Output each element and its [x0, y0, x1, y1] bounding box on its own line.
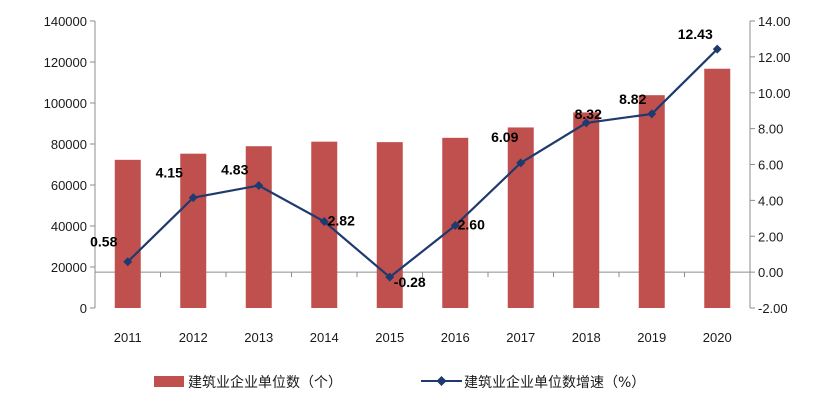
bar — [704, 68, 731, 308]
data-label: 0.58 — [90, 234, 117, 250]
bar — [573, 112, 600, 309]
line-point — [319, 217, 329, 227]
data-labels: 0.58 4.15 4.83 2.82 -0.28 2.60 6.09 8.32 8.82 12.… — [90, 26, 713, 290]
y-right-tick-label: 6.00 — [758, 158, 783, 173]
axes: 0 20000 40000 60000 80000 100000 120000 140000 -… — [44, 14, 791, 345]
y-left-tick-label: 140000 — [44, 14, 87, 29]
line-point — [188, 193, 198, 203]
y-right-tick-label: 2.00 — [758, 229, 783, 244]
legend-bar-swatch — [154, 376, 184, 387]
x-tick-label: 2013 — [244, 330, 273, 345]
line-point — [516, 158, 526, 168]
x-tick-label: 2014 — [310, 330, 339, 345]
y-left-tick-label: 0 — [80, 301, 87, 316]
x-tick-label: 2017 — [506, 330, 535, 345]
bar — [180, 153, 207, 308]
data-label: 2.82 — [328, 213, 355, 229]
series-line — [126, 48, 719, 279]
data-label: 2.60 — [458, 216, 485, 232]
bar — [245, 146, 272, 308]
x-tick-label: 2011 — [114, 330, 142, 345]
y-right-tick-label: 0.00 — [758, 265, 783, 280]
legend-bar-label: 建筑业企业单位数（个） — [188, 374, 342, 391]
line-point — [581, 118, 591, 128]
y-left-tick-label: 100000 — [44, 96, 87, 111]
line-point — [123, 257, 133, 267]
line-point — [647, 109, 657, 119]
line-point — [450, 220, 460, 230]
y-right-tick-label: 10.00 — [758, 86, 791, 101]
data-label: -0.28 — [394, 274, 426, 290]
line-point — [712, 44, 722, 54]
y-left-tick-label: 40000 — [51, 219, 87, 234]
legend: 建筑业企业单位数（个） 建筑业企业单位数增速（%） — [154, 374, 645, 391]
y-left-tick-label: 120000 — [44, 55, 87, 70]
data-label: 12.43 — [678, 26, 713, 42]
bar — [114, 159, 141, 308]
y-left-tick-label: 80000 — [51, 137, 87, 152]
legend-line-label: 建筑业企业单位数增速（%） — [464, 374, 645, 391]
bar — [507, 127, 534, 308]
x-tick-label: 2018 — [572, 330, 601, 345]
data-label: 4.83 — [221, 161, 248, 177]
y-left-tick-label: 60000 — [51, 178, 87, 193]
x-tick-label: 2016 — [441, 330, 470, 345]
y-right-tick-label: 14.00 — [758, 14, 791, 29]
legend-line-marker — [436, 376, 447, 386]
x-tick-label: 2019 — [637, 330, 666, 345]
x-tick-label: 2020 — [703, 330, 732, 345]
line-point — [385, 272, 395, 282]
line-series — [123, 44, 722, 282]
x-tick-label: 2015 — [375, 330, 404, 345]
data-label: 4.15 — [156, 165, 183, 181]
y-right-tick-label: 4.00 — [758, 193, 783, 208]
data-label: 8.82 — [619, 91, 646, 107]
y-right-tick-label: 8.00 — [758, 122, 783, 137]
data-label: 8.32 — [575, 106, 602, 122]
y-left-tick-label: 20000 — [51, 260, 87, 275]
bar — [638, 95, 665, 308]
y-right-tick-label: 12.00 — [758, 50, 791, 65]
y-right-tick-label: -2.00 — [758, 301, 788, 316]
line-point — [254, 180, 264, 190]
x-tick-label: 2012 — [179, 330, 208, 345]
data-label: 6.09 — [491, 129, 518, 145]
